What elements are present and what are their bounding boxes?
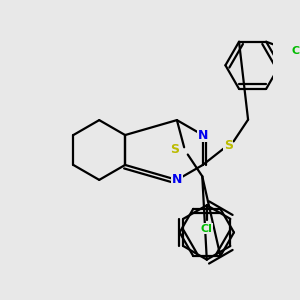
Text: Cl: Cl [291,46,300,56]
Text: S: S [171,142,180,156]
Text: S: S [224,139,233,152]
Text: N: N [172,173,182,186]
Text: N: N [198,129,208,142]
Text: Cl: Cl [201,224,213,234]
